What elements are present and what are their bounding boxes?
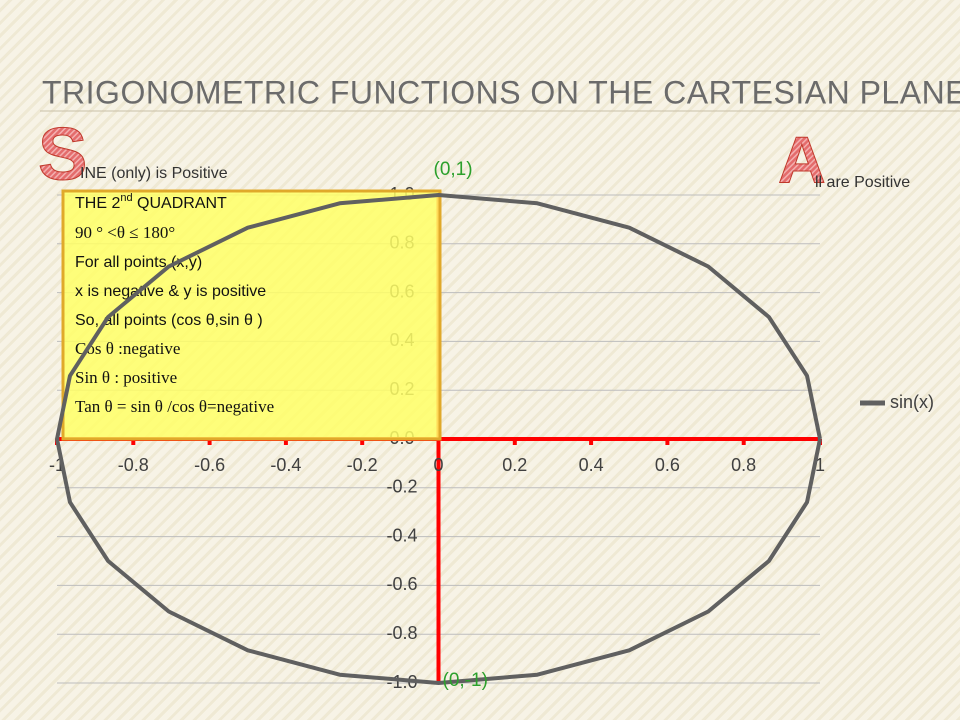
- x-tick-label: 0.8: [731, 455, 756, 475]
- box-line: x is negative & y is positive: [75, 283, 266, 300]
- legend-label: sin(x): [890, 392, 934, 412]
- y-tick-label: -0.8: [386, 623, 417, 643]
- x-tick-label: 0.4: [579, 455, 604, 475]
- sine-letter: S: [38, 113, 87, 196]
- box-line: Tan θ = sin θ /cos θ=negative: [75, 397, 274, 416]
- slide-title: TRIGONOMETRIC FUNCTIONS ON THE CARTESIAN…: [42, 74, 960, 110]
- all-letter: A: [778, 122, 826, 196]
- heading-part: nd: [120, 192, 132, 204]
- heading-part: THE 2: [75, 195, 120, 212]
- box-background: [61, 189, 442, 441]
- box-heading: THE 2nd QUADRANT: [75, 192, 227, 212]
- quadrant-box: THE 2nd QUADRANT 90 ° <θ ≤ 180° For all po…: [61, 189, 442, 441]
- all-text: ll are Positive: [815, 174, 910, 191]
- box-line: Cos θ :negative: [75, 339, 180, 358]
- box-line: For all points (x,y): [75, 254, 202, 271]
- x-tick-label: -0.2: [347, 455, 378, 475]
- x-tick-label: 1: [815, 455, 825, 475]
- sine-text: INE (only) is Positive: [80, 165, 228, 182]
- annotation: (0,-1): [443, 670, 488, 691]
- y-tick-label: -0.6: [386, 574, 417, 594]
- series-line: [55, 193, 822, 685]
- x-tick-label: 0.6: [655, 455, 680, 475]
- heading-part: QUADRANT: [133, 195, 227, 212]
- box-line: Sin θ : positive: [75, 368, 177, 387]
- box-line: So, all points (cos θ,sin θ ): [75, 312, 263, 329]
- annotation: (0,1): [434, 159, 473, 180]
- y-tick-label: -0.2: [386, 477, 417, 497]
- curve-layer: sin(x) (0,1) (0,-1): [55, 159, 934, 691]
- x-tick-label: 0.2: [502, 455, 527, 475]
- box-line: 90 ° <θ ≤ 180°: [75, 223, 175, 242]
- x-tick-label: 0: [433, 455, 443, 475]
- x-tick-label: -0.8: [118, 455, 149, 475]
- x-tick-label: -0.4: [270, 455, 301, 475]
- x-tick-label: -0.6: [194, 455, 225, 475]
- y-tick-label: -0.4: [386, 525, 417, 545]
